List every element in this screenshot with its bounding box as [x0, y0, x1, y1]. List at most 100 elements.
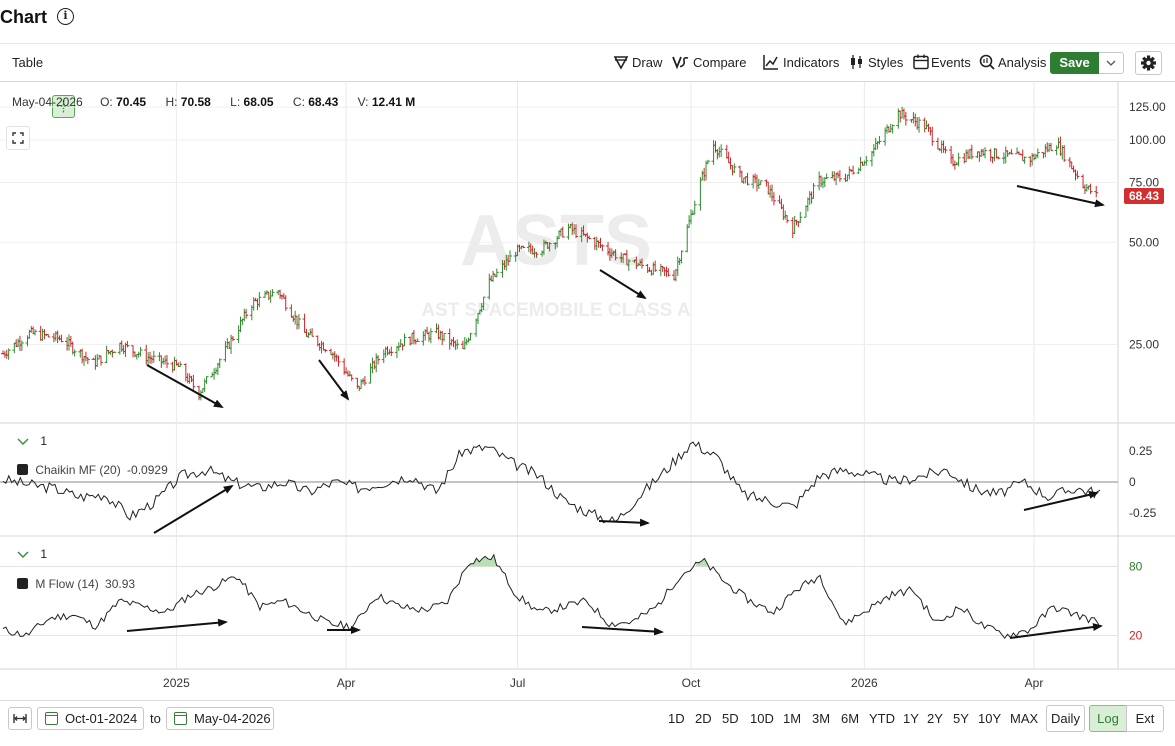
styles-button[interactable]: Styles	[868, 55, 904, 70]
draw-icon[interactable]	[612, 53, 630, 71]
mflow-value: 30.93	[105, 577, 136, 591]
ohlc-low-label: L:	[230, 95, 241, 109]
mflow-tick-label: 80	[1129, 560, 1143, 574]
price-bar	[837, 170, 842, 182]
price-bar	[732, 163, 737, 174]
range-button-3m[interactable]: 3M	[812, 711, 831, 726]
calendar-icon	[45, 712, 58, 725]
compare-button[interactable]: Compare	[693, 55, 747, 70]
mflow-panel-header: 1	[17, 547, 47, 561]
price-bar	[481, 296, 486, 310]
range-button-1m[interactable]: 1M	[783, 711, 802, 726]
price-bar	[46, 333, 51, 338]
indicators-icon[interactable]	[762, 53, 780, 71]
price-bar	[85, 357, 90, 365]
range-button-1d[interactable]: 1D	[668, 711, 685, 726]
price-bars	[1, 106, 1099, 401]
price-bar	[930, 126, 935, 146]
price-bar	[943, 146, 948, 154]
price-tick-label: 125.00	[1129, 100, 1166, 114]
mflow-legend: M Flow (14) 30.93	[17, 577, 135, 591]
events-button[interactable]: Events	[931, 55, 971, 70]
price-tick-label: 50.00	[1129, 235, 1159, 249]
price-bar	[428, 328, 433, 344]
from-date-field[interactable]: Oct-01-2024	[37, 707, 144, 730]
range-button-5d[interactable]: 5D	[722, 711, 739, 726]
chevron-down-icon[interactable]	[17, 550, 29, 560]
price-bar	[1048, 142, 1053, 151]
overbought-fill	[695, 558, 708, 567]
ohlc-close-label: C:	[292, 95, 305, 109]
price-bar	[283, 295, 288, 311]
trend-arrow	[146, 364, 224, 408]
daily-button[interactable]: Daily	[1046, 705, 1085, 732]
ohlc-high: 70.58	[180, 95, 211, 109]
price-bar	[1035, 148, 1040, 159]
range-button-1y[interactable]: 1Y	[903, 711, 919, 726]
price-bar	[389, 346, 394, 357]
chaikin-swatch	[17, 464, 28, 475]
styles-icon[interactable]	[848, 53, 866, 71]
range-button-5y[interactable]: 5Y	[953, 711, 969, 726]
price-bar	[257, 291, 262, 308]
chart-canvas[interactable]: ASTS AST SPACEMOBILE CLASS A 2025 Apr Jul O…	[0, 82, 1175, 702]
price-bar	[1075, 170, 1080, 179]
range-button-ytd[interactable]: YTD	[869, 711, 895, 726]
ohlc-low: 68.05	[243, 95, 274, 109]
trend-arrow	[581, 626, 664, 636]
chaikin-series	[2, 441, 1101, 524]
chaikin-panel-header: 1	[17, 434, 47, 448]
range-button-10d[interactable]: 10D	[750, 711, 774, 726]
ohlc-date: May-04-2026	[12, 95, 83, 109]
chevron-down-icon[interactable]	[17, 437, 29, 447]
ohlc-open-label: O:	[100, 95, 113, 109]
save-button[interactable]: Save	[1050, 52, 1099, 74]
price-bar	[402, 333, 407, 347]
to-date-value: May-04-2026	[194, 711, 271, 726]
ohlc-open: 70.45	[116, 95, 147, 109]
chaikin-collapse-count: 1	[40, 434, 48, 448]
price-bar	[587, 235, 592, 240]
watermark: ASTS AST SPACEMOBILE CLASS A	[421, 201, 690, 321]
trend-arrow	[1016, 185, 1105, 208]
info-icon[interactable]: i	[57, 8, 74, 25]
bottom-bar	[0, 700, 1175, 746]
x-tick-label: Apr	[337, 676, 356, 690]
compare-icon[interactable]	[671, 53, 691, 71]
save-options-dropdown[interactable]	[1099, 52, 1124, 74]
indicators-button[interactable]: Indicators	[783, 55, 840, 70]
chaikin-tick-label: -0.25	[1129, 506, 1157, 520]
from-date-value: Oct-01-2024	[65, 711, 138, 726]
x-tick-label: Oct	[682, 676, 701, 690]
price-bar	[336, 355, 341, 367]
x-tick-label: Apr	[1025, 676, 1044, 690]
price-bar	[547, 242, 552, 252]
ext-toggle[interactable]: Ext	[1126, 705, 1164, 732]
price-bar	[323, 348, 328, 353]
price-bar	[1062, 145, 1067, 162]
price-bar	[33, 329, 38, 336]
price-bar	[494, 268, 499, 278]
range-button-2d[interactable]: 2D	[695, 711, 712, 726]
range-button-6m[interactable]: 6M	[841, 711, 860, 726]
draw-button[interactable]: Draw	[632, 55, 663, 70]
price-bar	[600, 244, 605, 252]
trend-arrow	[1023, 490, 1099, 511]
price-bar	[415, 338, 420, 343]
price-bar	[653, 260, 658, 272]
analysis-button[interactable]: Analysis	[998, 55, 1047, 70]
range-button-2y[interactable]: 2Y	[927, 711, 943, 726]
fit-range-button[interactable]	[8, 707, 32, 730]
range-button-max[interactable]: MAX	[1010, 711, 1039, 726]
price-bar	[679, 250, 684, 264]
calendar-icon[interactable]	[912, 53, 930, 71]
to-date-field[interactable]: May-04-2026	[166, 707, 274, 730]
price-bar	[574, 224, 579, 239]
range-button-10y[interactable]: 10Y	[978, 711, 1002, 726]
analysis-icon[interactable]	[978, 53, 996, 71]
settings-button[interactable]	[1135, 51, 1162, 75]
log-toggle[interactable]: Log	[1089, 705, 1127, 732]
fullscreen-button[interactable]	[6, 126, 30, 150]
mflow-label: M Flow (14)	[35, 577, 99, 591]
table-toggle-button[interactable]	[52, 95, 75, 118]
